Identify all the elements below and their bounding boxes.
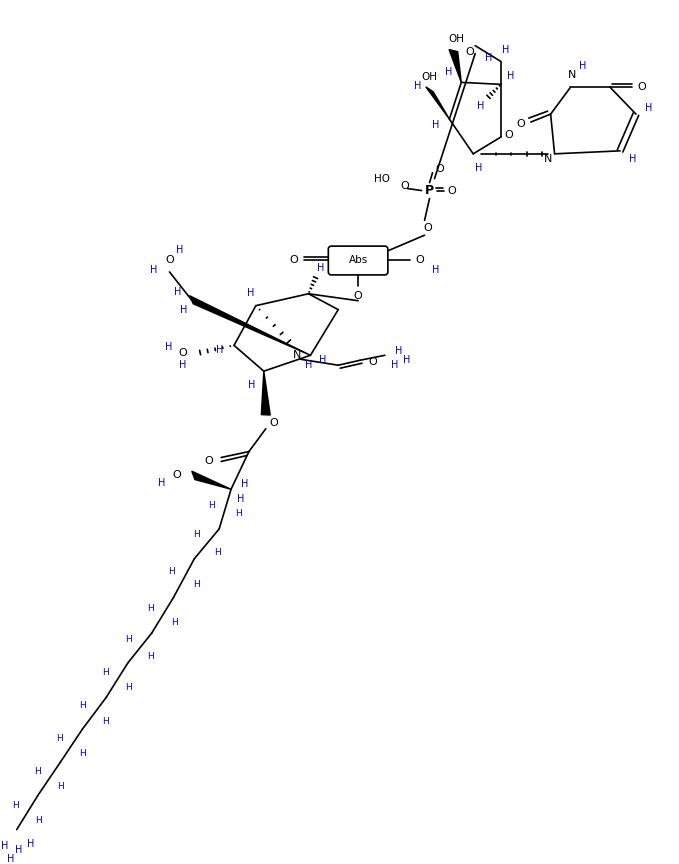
Text: H: H	[158, 479, 165, 488]
FancyBboxPatch shape	[329, 246, 388, 275]
Text: P: P	[425, 184, 434, 197]
Text: H: H	[507, 72, 515, 81]
Text: H: H	[193, 530, 200, 539]
Text: H: H	[126, 683, 132, 692]
Text: H: H	[126, 635, 132, 644]
Text: N: N	[543, 154, 552, 164]
Text: H: H	[79, 701, 86, 709]
Text: O: O	[517, 119, 526, 129]
Text: H: H	[102, 669, 109, 677]
Text: H: H	[214, 549, 221, 557]
Text: O: O	[289, 255, 298, 265]
Text: H: H	[176, 245, 183, 255]
Text: H: H	[318, 355, 326, 365]
Text: H: H	[150, 265, 158, 275]
Text: H: H	[403, 355, 410, 365]
Text: H: H	[165, 342, 172, 353]
Text: H: H	[432, 120, 439, 130]
Text: N: N	[568, 71, 576, 80]
Text: O: O	[270, 418, 278, 428]
Text: H: H	[180, 305, 187, 314]
Polygon shape	[261, 372, 270, 415]
Text: H: H	[174, 287, 181, 296]
Text: O: O	[165, 255, 174, 265]
Text: H: H	[485, 53, 493, 62]
Text: H: H	[179, 360, 186, 370]
Text: H: H	[35, 816, 42, 824]
Text: H: H	[79, 749, 86, 758]
Text: H: H	[579, 60, 586, 71]
Text: H: H	[629, 154, 637, 164]
Text: H: H	[171, 618, 178, 627]
Text: O: O	[178, 348, 187, 359]
Text: O: O	[354, 291, 363, 301]
Text: H: H	[57, 782, 64, 791]
Text: OH: OH	[448, 34, 464, 44]
Text: H: H	[217, 346, 224, 355]
Text: H: H	[193, 581, 200, 589]
Polygon shape	[449, 49, 461, 82]
Text: O: O	[435, 163, 444, 174]
Polygon shape	[189, 295, 310, 355]
Text: H: H	[391, 360, 399, 370]
Text: H: H	[56, 734, 63, 742]
Text: N: N	[293, 350, 301, 360]
Text: O: O	[205, 456, 214, 467]
Text: O: O	[423, 223, 432, 233]
Text: H: H	[445, 67, 452, 78]
Text: H: H	[432, 265, 439, 275]
Text: O: O	[401, 181, 409, 191]
Text: O: O	[447, 186, 456, 195]
Text: O: O	[172, 470, 181, 480]
Text: O: O	[369, 357, 378, 367]
Text: H: H	[7, 854, 14, 864]
Text: H: H	[208, 500, 215, 510]
Text: O: O	[504, 130, 513, 140]
Polygon shape	[426, 87, 449, 119]
Text: O: O	[638, 82, 646, 92]
Polygon shape	[191, 471, 231, 489]
Text: H: H	[34, 766, 41, 776]
Text: H: H	[502, 45, 510, 54]
Text: O: O	[466, 47, 475, 57]
Text: O: O	[416, 255, 424, 265]
Text: H: H	[316, 263, 324, 273]
Text: HO: HO	[374, 174, 390, 184]
Text: H: H	[168, 567, 175, 576]
Text: Abs: Abs	[348, 255, 368, 265]
Text: H: H	[27, 839, 34, 848]
Text: H: H	[235, 509, 242, 518]
Text: H: H	[1, 841, 8, 850]
Text: H: H	[147, 604, 154, 613]
Text: H: H	[247, 288, 255, 298]
Text: H: H	[102, 717, 109, 727]
Text: OH: OH	[422, 73, 437, 82]
Text: H: H	[147, 652, 154, 661]
Text: H: H	[305, 360, 312, 370]
Text: H: H	[241, 480, 249, 489]
Text: H: H	[237, 494, 244, 505]
Text: H: H	[475, 162, 483, 173]
Text: H: H	[249, 380, 255, 390]
Text: H: H	[645, 103, 653, 113]
Text: H: H	[414, 81, 421, 92]
Text: H: H	[15, 844, 22, 854]
Text: H: H	[395, 346, 403, 356]
Text: H: H	[477, 101, 485, 111]
Text: H: H	[12, 801, 18, 810]
